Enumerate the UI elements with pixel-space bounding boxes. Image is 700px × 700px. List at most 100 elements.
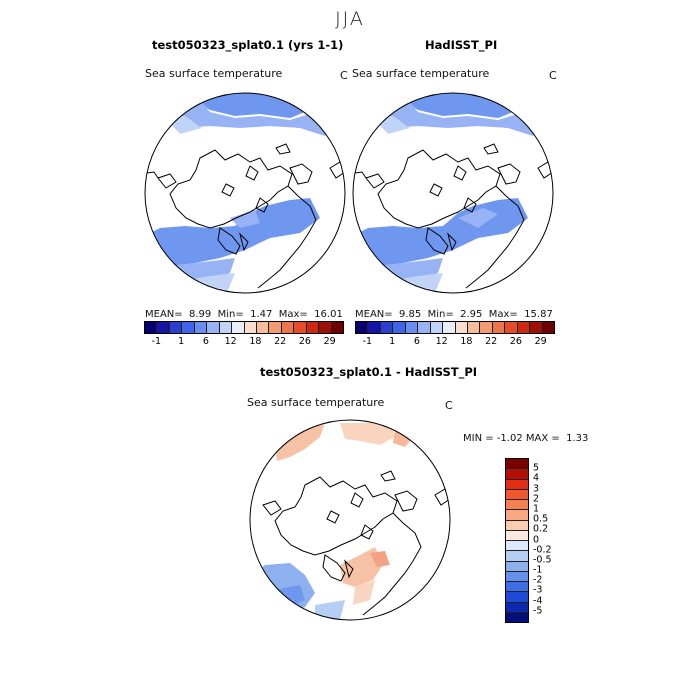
obs-colorbar-swatch xyxy=(542,322,554,333)
model-colorbar-swatch xyxy=(157,322,170,333)
diff-colorbar-swatch xyxy=(506,582,528,593)
obs-colorbar-swatch xyxy=(530,322,543,333)
obs-colorbar-tick-label: 6 xyxy=(413,336,420,347)
diff-unit-label: C xyxy=(445,399,453,412)
model-max-value: 16.01 xyxy=(314,309,343,320)
obs-variable-label: Sea surface temperature xyxy=(352,67,490,80)
model-colorbar-swatch xyxy=(281,322,295,333)
diff-colorbar-swatch xyxy=(506,602,528,613)
model-mean-label: MEAN= xyxy=(145,309,183,320)
diff-colorbar-swatch xyxy=(506,479,528,490)
obs-polar-map xyxy=(352,92,554,294)
diff-polar-map xyxy=(249,419,451,621)
model-stats: MEAN= 8.99 Min= 1.47 Max= 16.01 xyxy=(145,309,343,320)
diff-colorbar-ticks: 5 4 3 2 1 0.5 0.2 0 -0.2 -0.5 -1 -2 -3 -4 -5 xyxy=(533,458,573,621)
obs-min-value: 2.95 xyxy=(460,309,483,320)
diff-colorbar-swatch xyxy=(506,612,528,622)
obs-colorbar xyxy=(355,321,555,334)
obs-colorbar-tick-label: 26 xyxy=(509,336,522,347)
season-title: JJA xyxy=(335,8,365,30)
obs-mean-value: 9.85 xyxy=(399,309,422,320)
obs-colorbar-swatch xyxy=(418,322,431,333)
model-colorbar-tick-label: 29 xyxy=(323,336,336,347)
diff-colorbar-swatch xyxy=(506,561,528,572)
diff-colorbar-swatch xyxy=(506,459,528,470)
model-coastlines xyxy=(145,143,345,289)
diff-colorbar-tick-label: -2 xyxy=(533,574,543,586)
model-colorbar-swatch xyxy=(169,322,183,333)
model-colorbar-swatch xyxy=(145,322,158,333)
obs-max-value: 15.87 xyxy=(524,309,553,320)
model-colorbar-ticks: -1 1 6 12 18 22 26 29 xyxy=(144,336,342,348)
diff-colorbar-swatch xyxy=(506,520,528,531)
obs-colorbar-tick-label: 22 xyxy=(485,336,498,347)
obs-mean-label: MEAN= xyxy=(355,309,393,320)
diff-colorbar-swatch xyxy=(506,469,528,480)
model-variable-label: Sea surface temperature xyxy=(145,67,283,80)
diff-stats: MIN = -1.02 MAX = 1.33 xyxy=(463,433,588,444)
model-colorbar-swatch xyxy=(306,322,320,333)
model-colorbar-tick-label: 6 xyxy=(202,336,209,347)
diff-variable-label: Sea surface temperature xyxy=(247,396,385,409)
model-colorbar-tick-label: 22 xyxy=(274,336,287,347)
obs-colorbar-swatch xyxy=(505,322,518,333)
diff-colorbar-tick-label: 0.2 xyxy=(533,523,549,535)
diff-colorbar-tick-label: -1 xyxy=(533,564,543,576)
obs-colorbar-swatch xyxy=(380,322,394,333)
model-colorbar-swatch xyxy=(331,322,343,333)
diff-colorbar-tick-label: -4 xyxy=(533,595,543,607)
diff-panel-title: test050323_splat0.1 - HadISST_PI xyxy=(260,365,478,379)
diff-colorbar-swatch xyxy=(506,551,528,562)
diff-colorbar-tick-label: 0 xyxy=(533,534,540,545)
obs-colorbar-tick-label: 18 xyxy=(460,336,473,347)
model-mean-value: 8.99 xyxy=(189,309,212,320)
obs-panel-title: HadISST_PI xyxy=(425,38,498,52)
obs-max-label: Max= xyxy=(488,309,518,320)
model-colorbar-swatch xyxy=(244,322,257,333)
diff-colorbar xyxy=(505,458,529,623)
model-colorbar-swatch xyxy=(207,322,220,333)
obs-colorbar-swatch xyxy=(467,322,481,333)
diff-colorbar-swatch xyxy=(506,510,528,521)
obs-colorbar-swatch xyxy=(492,322,506,333)
diff-colorbar-swatch xyxy=(506,592,528,603)
model-colorbar-swatch xyxy=(182,322,195,333)
obs-stats: MEAN= 9.85 Min= 2.95 Max= 15.87 xyxy=(355,309,553,320)
obs-colorbar-swatch xyxy=(356,322,369,333)
model-colorbar-swatch xyxy=(319,322,332,333)
model-colorbar-swatch xyxy=(269,322,282,333)
obs-colorbar-swatch xyxy=(405,322,419,333)
diff-colorbar-tick-label: 4 xyxy=(533,472,540,484)
diff-max-value: 1.33 xyxy=(566,433,589,444)
diff-min-label: MIN = xyxy=(463,433,494,444)
obs-colorbar-swatch xyxy=(480,322,493,333)
model-min-label: Min= xyxy=(217,309,244,320)
diff-colorbar-swatch xyxy=(506,500,528,511)
model-colorbar-swatch xyxy=(256,322,270,333)
diff-colorbar-tick-label: 5 xyxy=(533,462,540,474)
obs-unit-label: C xyxy=(549,69,557,82)
diff-colorbar-swatch xyxy=(506,489,528,500)
model-colorbar xyxy=(144,321,344,334)
diff-colorbar-tick-label: 1 xyxy=(533,503,540,515)
model-colorbar-tick-label: -1 xyxy=(151,336,162,347)
diff-colorbar-tick-label: -0.5 xyxy=(533,554,552,566)
diff-colorbar-swatch xyxy=(506,571,528,582)
diff-colorbar-tick-label: -0.2 xyxy=(533,544,552,556)
diff-coastlines xyxy=(262,470,450,616)
obs-coastlines xyxy=(353,143,553,289)
obs-colorbar-tick-label: -1 xyxy=(362,336,373,347)
diff-colorbar-tick-label: 3 xyxy=(533,483,540,495)
obs-colorbar-swatch xyxy=(443,322,456,333)
model-polar-map xyxy=(144,92,346,294)
obs-colorbar-tick-label: 12 xyxy=(435,336,448,347)
obs-colorbar-tick-label: 1 xyxy=(389,336,396,347)
diff-colorbar-tick-label: -3 xyxy=(533,584,543,596)
model-colorbar-swatch xyxy=(194,322,208,333)
model-colorbar-tick-label: 26 xyxy=(298,336,311,347)
model-colorbar-tick-label: 12 xyxy=(224,336,237,347)
model-colorbar-swatch xyxy=(294,322,307,333)
obs-colorbar-swatch xyxy=(430,322,444,333)
model-colorbar-tick-label: 1 xyxy=(178,336,185,347)
obs-colorbar-swatch xyxy=(368,322,381,333)
